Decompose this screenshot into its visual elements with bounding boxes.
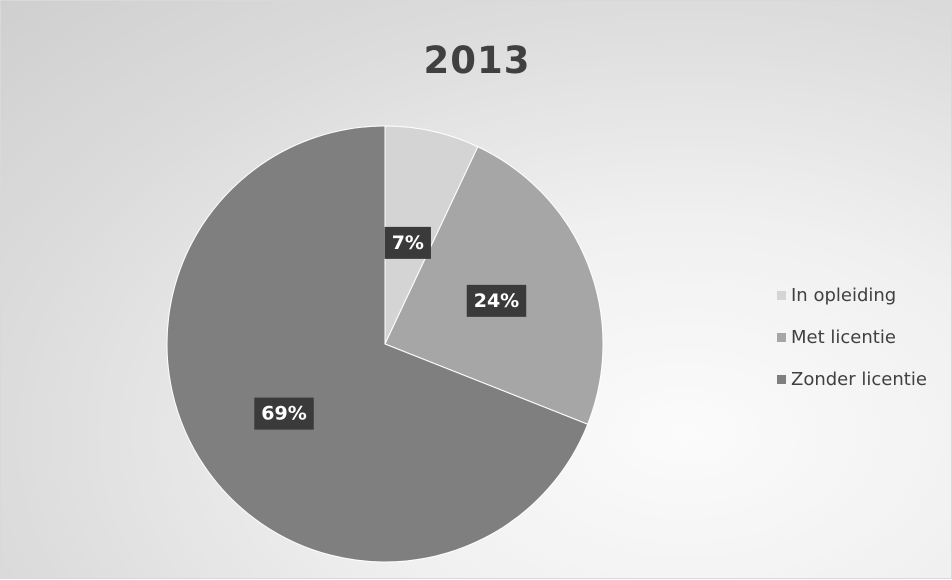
legend-item: Zonder licentie (777, 367, 927, 392)
pie-slice-2 (166, 125, 589, 563)
data-label-box-0 (384, 226, 431, 259)
legend-swatch (777, 333, 786, 342)
legend-swatch (777, 291, 786, 300)
chart-title: 2013 (423, 39, 531, 82)
data-label-text-2: 69% (261, 403, 306, 425)
legend-swatch (777, 375, 786, 384)
data-label-2: 69% (254, 397, 314, 430)
legend-item: In opleiding (777, 283, 927, 308)
legend-label: Zonder licentie (791, 369, 927, 390)
legend-label: In opleiding (791, 285, 897, 306)
data-label-0: 7% (384, 226, 431, 259)
legend: In opleiding Met licentie Zonder licentie (777, 283, 927, 409)
data-label-box-1 (466, 284, 527, 317)
data-label-text-0: 7% (392, 232, 424, 254)
data-label-text-1: 24% (474, 290, 519, 312)
data-label-1: 24% (466, 284, 527, 317)
data-label-box-2 (254, 397, 314, 430)
legend-item: Met licentie (777, 325, 927, 350)
legend-label: Met licentie (791, 327, 896, 348)
